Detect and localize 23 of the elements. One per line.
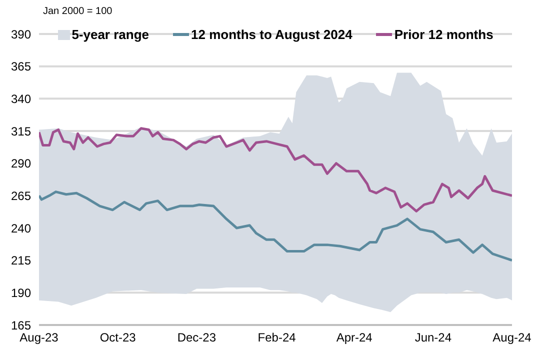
y-tick-label: 340 (10, 92, 32, 106)
legend-label: 12 months to August 2024 (191, 27, 352, 42)
x-tick-label: Dec-23 (177, 330, 216, 345)
x-tick-label: Jun-24 (414, 330, 452, 345)
y-tick-label: 240 (10, 221, 32, 236)
line-series (39, 190, 512, 262)
x-tick-label: Oct-23 (100, 330, 136, 345)
legend-label: 5-year range (72, 27, 150, 42)
line-series (39, 127, 512, 212)
y-tick-label: 190 (10, 286, 32, 300)
x-tick-label: Apr-24 (336, 330, 373, 345)
x-tick-label: Aug-24 (492, 330, 532, 345)
y-tick-label: 265 (10, 188, 32, 203)
text: Jan 2000 = 100 (43, 6, 112, 17)
y-tick-label: 390 (10, 27, 32, 42)
legend-label: Prior 12 months (394, 27, 494, 42)
y-tick-label: 315 (10, 124, 32, 138)
x-tick-label: Aug-23 (20, 330, 59, 345)
x-tick-label: Feb-24 (258, 330, 296, 345)
y-tick-label: 290 (10, 156, 32, 171)
y-tick-label: 365 (10, 60, 32, 74)
y-tick-label: 165 (10, 318, 32, 332)
y-tick-label: 215 (10, 254, 32, 268)
